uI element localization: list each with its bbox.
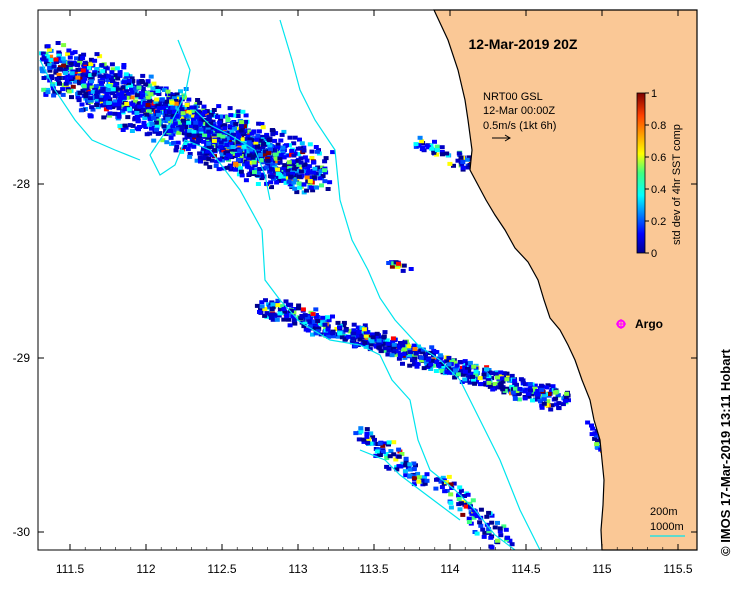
contour-200m — [279, 19, 541, 551]
depth-legend-1000m: 1000m — [650, 521, 684, 533]
x-tick-label: 114.5 — [511, 562, 540, 576]
colorbar-scale — [636, 92, 646, 254]
y-axis: -28 -29 -30 — [13, 177, 697, 539]
argo-label: Argo — [635, 317, 663, 331]
y-tick-label: -30 — [13, 525, 31, 539]
x-tick-label: 111.5 — [56, 562, 85, 576]
x-tick-label: 112 — [136, 562, 155, 576]
contour-1000m — [149, 39, 516, 551]
legend-line-3: 0.5m/s (1kt 6h) — [483, 120, 556, 132]
y-tick-label: -29 — [13, 351, 31, 365]
colorbar-tick-label: 0.2 — [651, 216, 666, 228]
colorbar-tick-label: 0.6 — [651, 152, 666, 164]
legend-line-1: NRT00 GSL — [483, 91, 543, 103]
current-legend: NRT00 GSL 12-Mar 00:00Z 0.5m/s (1kt 6h) — [483, 91, 556, 142]
depth-contours — [39, 19, 541, 551]
colorbar-ticks: 0 0.2 0.4 0.6 0.8 1 — [645, 88, 666, 260]
depth-legend: 200m 1000m — [650, 506, 685, 537]
colorbar-tick-label: 1 — [651, 88, 657, 100]
colorbar-tick-label: 0 — [651, 248, 657, 260]
land-mass — [433, 9, 698, 551]
contour-shelf-ridge — [194, 109, 271, 201]
x-tick-label: 115.5 — [663, 562, 692, 576]
depth-legend-200m: 200m — [650, 506, 678, 518]
colorbar-tick-label: 0.4 — [651, 184, 666, 196]
contour-shelf-south — [359, 449, 461, 521]
colorbar-tick-label: 0.8 — [651, 120, 666, 132]
plot-frame — [37, 9, 698, 551]
x-tick-label: 112.5 — [207, 562, 236, 576]
x-tick-label: 115 — [592, 562, 611, 576]
legend-line-2: 12-Mar 00:00Z — [483, 105, 555, 117]
credit-text: © IMOS 17-Mar-2019 13:11 Hobart — [718, 349, 733, 556]
argo-float: Argo — [616, 317, 663, 331]
y-tick-label: -28 — [13, 177, 31, 191]
x-tick-label: 113 — [288, 562, 307, 576]
sst-data-layer — [39, 41, 609, 550]
map-title: 12-Mar-2019 20Z — [469, 36, 578, 52]
x-axis: 111.5 112 112.5 113 113.5 114 114.5 115 115.5 — [56, 10, 693, 576]
x-tick-label: 114 — [440, 562, 459, 576]
x-tick-label: 113.5 — [359, 562, 388, 576]
colorbar: 0 0.2 0.4 0.6 0.8 1 std dev of 4hr SST comp — [636, 88, 683, 260]
contour-shelf-north — [39, 59, 141, 161]
colorbar-label: std dev of 4hr SST comp — [671, 124, 683, 245]
